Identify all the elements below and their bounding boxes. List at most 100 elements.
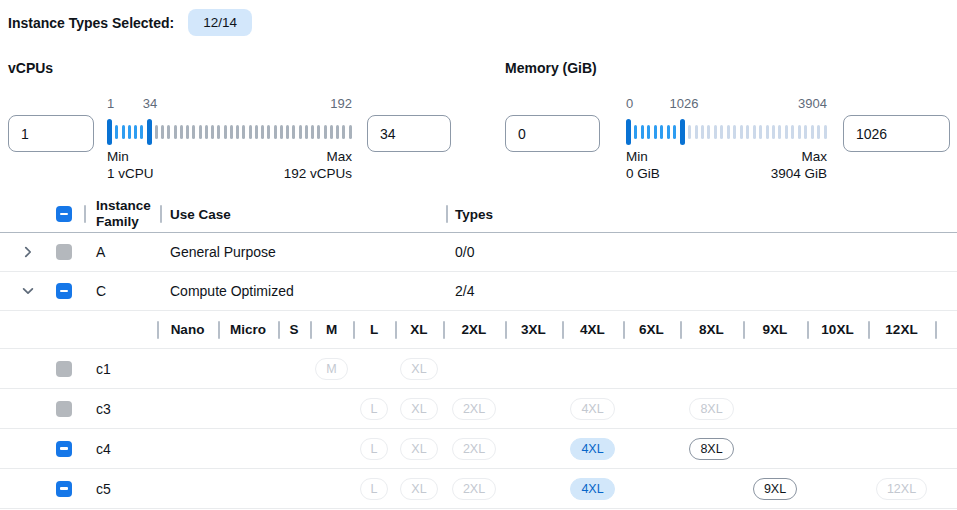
size-badge[interactable]: 2XL bbox=[452, 398, 496, 420]
size-cell: 9XL bbox=[743, 478, 807, 500]
instance-name: c5 bbox=[96, 481, 111, 497]
expand-toggle-button[interactable] bbox=[19, 282, 37, 300]
family-types-count: 2/4 bbox=[446, 283, 957, 299]
size-column-header: 9XL bbox=[743, 311, 807, 348]
slider-tick bbox=[174, 125, 177, 139]
instance-row: c1 MXL bbox=[0, 349, 957, 389]
max-value: 192 vCPUs bbox=[284, 165, 352, 182]
slider-tick bbox=[740, 125, 743, 139]
min-value: 1 vCPU bbox=[107, 165, 154, 182]
size-badge[interactable]: L bbox=[360, 478, 389, 500]
size-cell: 4XL bbox=[562, 478, 623, 500]
slider-tick bbox=[186, 125, 189, 139]
chevron-icon bbox=[21, 284, 35, 298]
min-label: Min bbox=[626, 148, 660, 165]
slider-tick bbox=[192, 125, 195, 139]
family-checkbox[interactable] bbox=[56, 244, 72, 260]
size-badge[interactable]: L bbox=[360, 398, 389, 420]
memory-max-input[interactable] bbox=[843, 115, 950, 152]
vcpus-min-input[interactable] bbox=[8, 115, 94, 152]
size-badge[interactable]: 2XL bbox=[452, 478, 496, 500]
family-types-count: 0/0 bbox=[446, 244, 957, 260]
instance-checkbox[interactable] bbox=[56, 441, 72, 457]
size-column-header: M bbox=[310, 311, 353, 348]
slider-tick bbox=[286, 125, 289, 139]
size-badge[interactable]: XL bbox=[400, 478, 437, 500]
slider-tick bbox=[242, 125, 245, 139]
instance-name: c4 bbox=[96, 441, 111, 457]
slider-max-handle[interactable] bbox=[147, 119, 152, 145]
slider-tick-selected bbox=[634, 125, 637, 139]
size-badge[interactable]: 4XL bbox=[570, 438, 614, 460]
slider-tick-selected bbox=[641, 125, 644, 139]
scale-mid-label: 1026 bbox=[670, 96, 699, 111]
slider-tick bbox=[707, 125, 710, 139]
size-column-header: Nano bbox=[157, 311, 218, 348]
slider-tick bbox=[249, 125, 252, 139]
size-badge[interactable]: 4XL bbox=[570, 478, 614, 500]
size-badge[interactable]: XL bbox=[400, 438, 437, 460]
size-badge[interactable]: XL bbox=[400, 358, 437, 380]
slider-tick-selected bbox=[654, 125, 657, 139]
slider-tick bbox=[811, 125, 814, 139]
size-column-header: 4XL bbox=[562, 311, 623, 348]
size-badge[interactable]: XL bbox=[400, 398, 437, 420]
slider-tick bbox=[695, 125, 698, 139]
slider-tick bbox=[798, 125, 801, 139]
size-badge[interactable]: 2XL bbox=[452, 438, 496, 460]
slider-tick bbox=[261, 125, 264, 139]
select-all-checkbox[interactable] bbox=[56, 206, 72, 222]
vcpus-slider-track[interactable] bbox=[107, 115, 352, 148]
family-use-case: General Purpose bbox=[160, 244, 446, 260]
slider-tick bbox=[753, 125, 756, 139]
min-value: 0 GiB bbox=[626, 165, 660, 182]
slider-tick bbox=[167, 125, 170, 139]
vcpus-title: vCPUs bbox=[8, 60, 451, 77]
scale-mid-label: 34 bbox=[143, 96, 157, 111]
scale-high-label: 3904 bbox=[798, 96, 827, 111]
memory-slider-track[interactable] bbox=[626, 115, 827, 148]
size-badge[interactable]: 8XL bbox=[689, 438, 733, 460]
scale-low-label: 0 bbox=[626, 96, 633, 111]
selected-count-badge: 12/14 bbox=[188, 9, 252, 36]
slider-min-handle[interactable] bbox=[107, 119, 112, 145]
size-cell: L bbox=[353, 398, 395, 420]
scale-high-label: 192 bbox=[330, 96, 352, 111]
slider-min-handle[interactable] bbox=[626, 119, 631, 145]
slider-tick bbox=[778, 125, 781, 139]
slider-tick bbox=[817, 125, 820, 139]
slider-tick bbox=[766, 125, 769, 139]
column-header-types: Types bbox=[446, 207, 957, 222]
size-cell: 8XL bbox=[680, 438, 743, 460]
expand-toggle-button[interactable] bbox=[19, 243, 37, 261]
size-badge[interactable]: 12XL bbox=[876, 478, 927, 500]
slider-tick bbox=[230, 125, 233, 139]
size-badge[interactable]: M bbox=[315, 358, 347, 380]
slider-tick bbox=[267, 125, 270, 139]
size-column-header: 10XL bbox=[807, 311, 868, 348]
size-cell: 8XL bbox=[680, 398, 743, 420]
selected-count-label: Instance Types Selected: bbox=[8, 15, 174, 31]
slider-tick bbox=[701, 125, 704, 139]
top-bar: Instance Types Selected: 12/14 bbox=[0, 0, 957, 37]
slider-tick-selected bbox=[134, 125, 137, 139]
size-badge[interactable]: L bbox=[360, 438, 389, 460]
size-cell: XL bbox=[395, 398, 443, 420]
slider-tick bbox=[714, 125, 717, 139]
slider-tick bbox=[292, 125, 295, 139]
slider-tick-selected bbox=[122, 125, 125, 139]
instance-checkbox[interactable] bbox=[56, 361, 72, 377]
slider-tick-selected bbox=[667, 125, 670, 139]
size-badge[interactable]: 4XL bbox=[570, 398, 614, 420]
size-badge[interactable]: 9XL bbox=[753, 478, 797, 500]
memory-min-input[interactable] bbox=[505, 115, 600, 152]
size-cell: XL bbox=[395, 478, 443, 500]
vcpus-max-input[interactable] bbox=[367, 115, 451, 152]
instance-checkbox[interactable] bbox=[56, 401, 72, 417]
slider-tick bbox=[224, 125, 227, 139]
family-name: C bbox=[84, 283, 160, 299]
family-checkbox[interactable] bbox=[56, 283, 72, 299]
slider-max-handle[interactable] bbox=[680, 119, 685, 145]
size-badge[interactable]: 8XL bbox=[689, 398, 733, 420]
instance-checkbox[interactable] bbox=[56, 481, 72, 497]
